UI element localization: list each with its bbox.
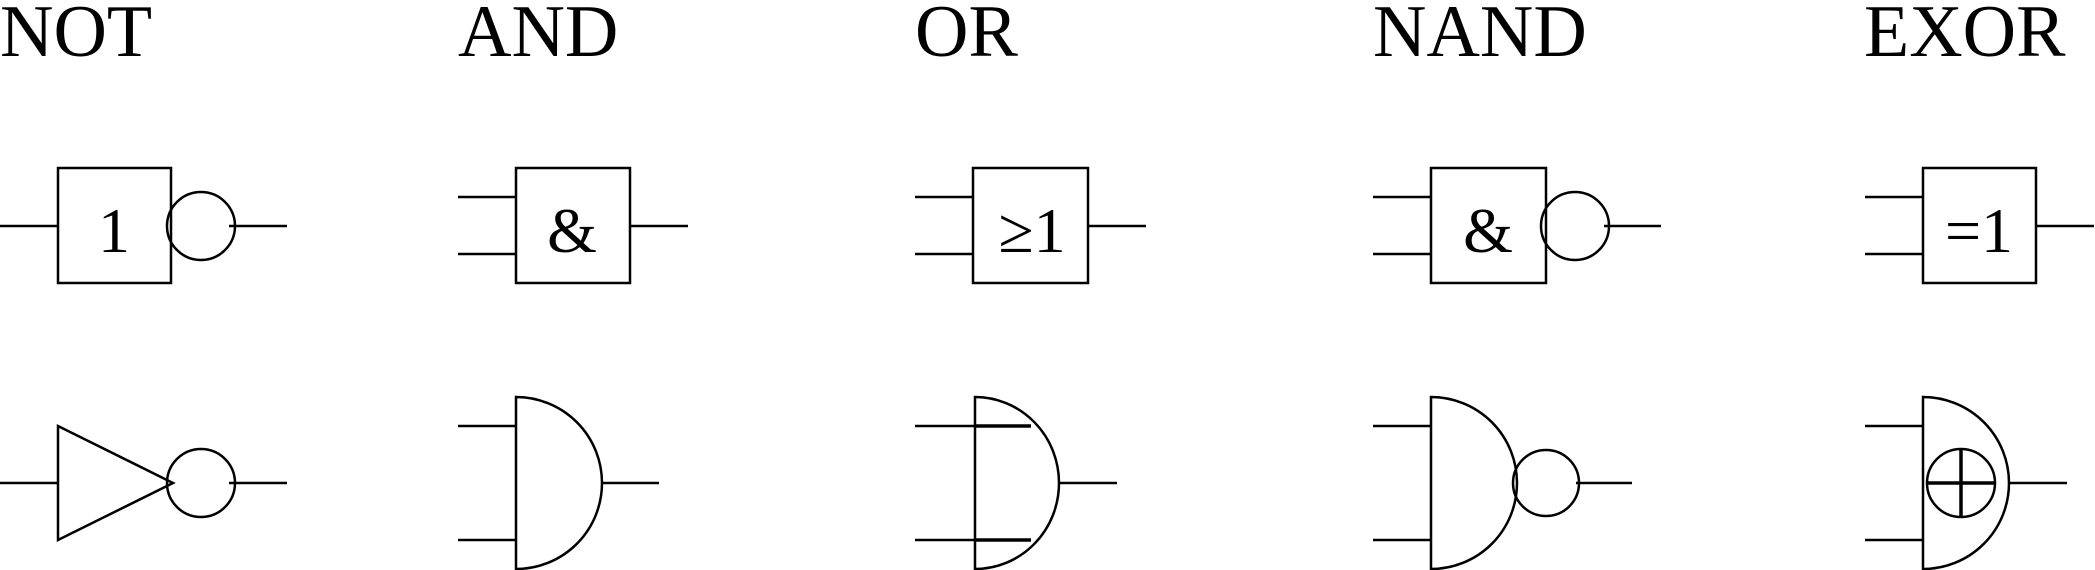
not-iec-symbol: 1 bbox=[98, 195, 130, 266]
nand-iec-inversion-bubble bbox=[1539, 190, 1611, 262]
not-gate-distinctive bbox=[0, 423, 287, 543]
nand-dist-inversion-bubble bbox=[1511, 448, 1581, 518]
nand-gate-distinctive bbox=[1373, 395, 1632, 570]
or-gate-iec: ≥1 bbox=[915, 166, 1146, 285]
title-not: NOT bbox=[0, 0, 152, 73]
title-or: OR bbox=[915, 0, 1018, 73]
and-gate-distinctive bbox=[458, 395, 659, 570]
exor-gate-iec: =1 bbox=[1865, 166, 2094, 285]
and-gate-iec: & bbox=[458, 166, 688, 285]
and-iec-symbol: & bbox=[547, 195, 597, 266]
nand-iec-symbol: & bbox=[1463, 195, 1513, 266]
not-gate-iec: 1 bbox=[0, 166, 287, 285]
and-dist-body bbox=[514, 395, 604, 570]
or-gate-distinctive bbox=[915, 395, 1117, 570]
or-dist-body bbox=[973, 395, 1061, 570]
nand-dist-body bbox=[1429, 395, 1519, 570]
title-nand: NAND bbox=[1373, 0, 1587, 73]
nand-iec-box bbox=[1429, 166, 1548, 285]
exor-dist-body bbox=[1921, 395, 2011, 570]
not-iec-inversion-bubble bbox=[165, 190, 237, 262]
exor-gate-distinctive bbox=[1865, 395, 2067, 570]
exor-iec-symbol: =1 bbox=[1945, 195, 2013, 266]
not-dist-triangle bbox=[56, 423, 176, 543]
nand-gate-iec: & bbox=[1373, 166, 1661, 285]
title-exor: EXOR bbox=[1864, 0, 2066, 73]
or-iec-symbol: ≥1 bbox=[998, 195, 1065, 266]
not-iec-box bbox=[56, 166, 173, 285]
not-dist-inversion-bubble bbox=[165, 447, 237, 519]
title-and: AND bbox=[458, 0, 618, 73]
